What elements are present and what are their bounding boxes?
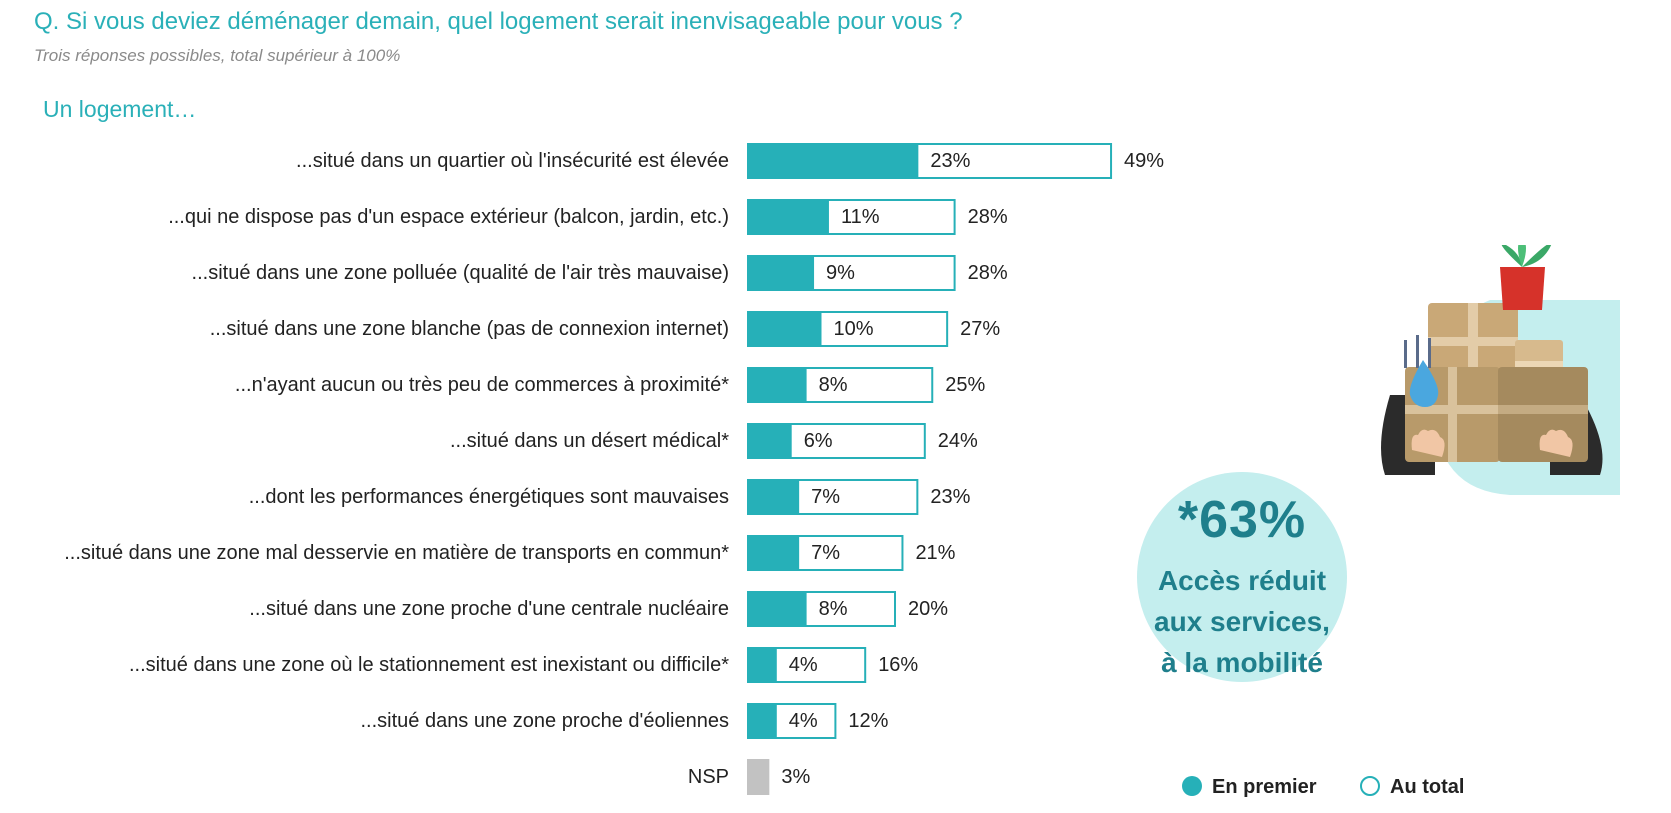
category-label: ...situé dans une zone polluée (qualité … xyxy=(192,262,729,284)
value-label-first: 11% xyxy=(841,206,880,228)
value-label-total: 21% xyxy=(915,542,955,564)
value-label-first: 4% xyxy=(789,654,818,676)
value-label-first: 8% xyxy=(819,598,848,620)
callout-percent: *63% xyxy=(1177,491,1307,549)
category-label: NSP xyxy=(688,766,729,788)
value-label-total: 28% xyxy=(968,262,1008,284)
callout-text: Accès réduit aux services, à la mobilité xyxy=(1127,560,1357,683)
question-subtitle: Trois réponses possibles, total supérieu… xyxy=(34,46,401,65)
bar-first xyxy=(747,703,777,739)
value-label-total: 23% xyxy=(930,486,970,508)
value-label-total: 28% xyxy=(968,206,1008,228)
bar-first xyxy=(747,199,829,235)
value-label-total: 49% xyxy=(1124,150,1164,172)
callout-line-3: à la mobilité xyxy=(1161,647,1323,678)
callout-line-2: aux services, xyxy=(1154,606,1330,637)
bar-first xyxy=(747,535,800,571)
category-label: ...dont les performances énergétiques so… xyxy=(249,486,729,508)
value-label-total: 25% xyxy=(945,374,985,396)
legend-label-first: En premier xyxy=(1212,776,1317,798)
bar-first xyxy=(747,647,777,683)
value-label-first: 9% xyxy=(826,262,855,284)
category-label: ...situé dans un quartier où l'insécurit… xyxy=(296,150,729,172)
value-label-first: 4% xyxy=(789,710,818,732)
bar-nsp xyxy=(747,759,770,795)
legend-label-total: Au total xyxy=(1390,776,1465,798)
category-label: ...situé dans une zone proche d'une cent… xyxy=(249,598,729,620)
value-label-first: 8% xyxy=(819,374,848,396)
moving-boxes-icon xyxy=(1380,237,1620,540)
bar-first xyxy=(747,591,807,627)
bar-first xyxy=(747,311,822,347)
value-label-total: 12% xyxy=(848,710,888,732)
bar-first xyxy=(747,143,919,179)
category-label: ...situé dans un désert médical* xyxy=(450,430,729,452)
value-label-first: 23% xyxy=(930,150,970,172)
value-label-first: 7% xyxy=(811,486,840,508)
lead-text: Un logement… xyxy=(43,96,197,122)
category-label: ...situé dans une zone blanche (pas de c… xyxy=(210,318,729,340)
category-label: ...situé dans une zone où le stationneme… xyxy=(129,654,729,676)
value-label-first: 6% xyxy=(804,430,833,452)
question-title: Q. Si vous deviez déménager demain, quel… xyxy=(34,8,963,35)
category-label: ...qui ne dispose pas d'un espace extéri… xyxy=(168,206,729,228)
callout-badge: *63% Accès réduit aux services, à la mob… xyxy=(1137,472,1347,682)
value-label-first: 7% xyxy=(811,542,840,564)
value-label-total: 27% xyxy=(960,318,1000,340)
filled-circle-icon xyxy=(1182,776,1202,796)
bar-first xyxy=(747,479,800,515)
category-label: ...situé dans une zone proche d'éolienne… xyxy=(360,710,729,732)
value-label-total: 3% xyxy=(781,766,810,788)
callout-line-1: Accès réduit xyxy=(1157,565,1327,596)
outline-circle-icon xyxy=(1360,776,1380,796)
legend-item-first: En premier xyxy=(1182,776,1316,799)
value-label-total: 16% xyxy=(878,654,918,676)
callout-circle xyxy=(1137,472,1347,682)
value-label-first: 10% xyxy=(834,318,874,340)
category-label: ...n'ayant aucun ou très peu de commerce… xyxy=(235,374,729,396)
category-label: ...situé dans une zone mal desservie en … xyxy=(64,542,729,564)
bar-first xyxy=(747,255,815,291)
legend-item-total: Au total xyxy=(1360,776,1464,799)
bar-first xyxy=(747,423,792,459)
bar-first xyxy=(747,367,807,403)
value-label-total: 24% xyxy=(938,430,978,452)
value-label-total: 20% xyxy=(908,598,948,620)
